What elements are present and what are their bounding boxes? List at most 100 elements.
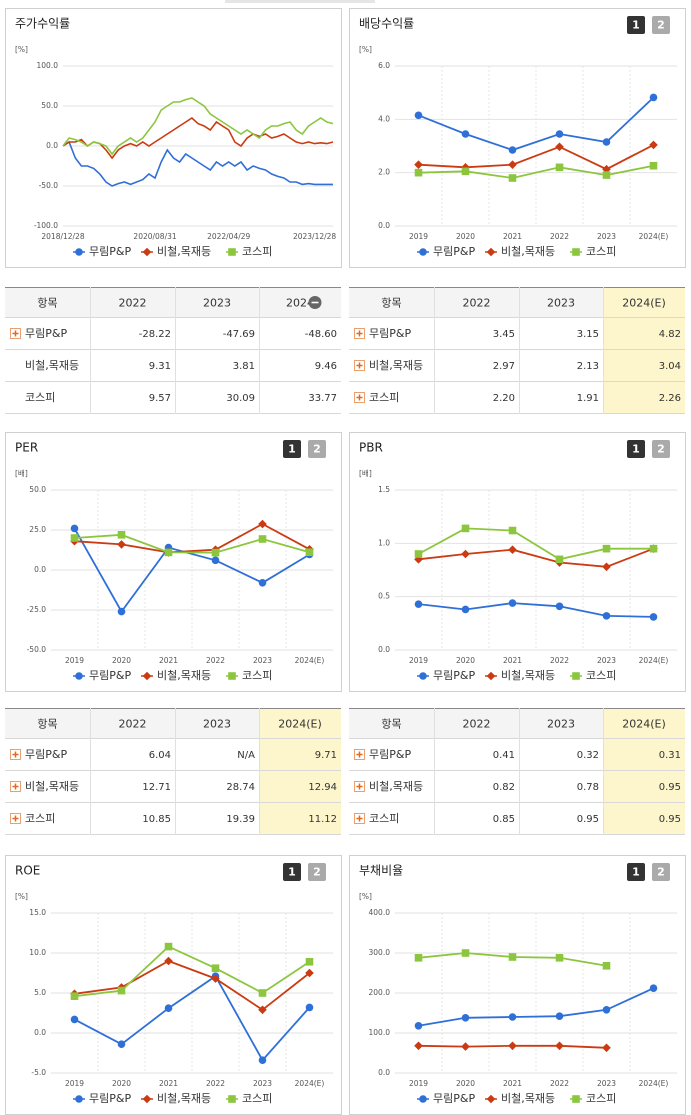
tab-button[interactable] xyxy=(627,16,645,34)
x-tick-label: 2018/12/28 xyxy=(41,232,84,241)
point xyxy=(461,949,470,957)
legend-label: 비철,목재등 xyxy=(501,669,555,682)
point xyxy=(142,1094,152,1104)
table-header: 항목 xyxy=(37,718,57,731)
point xyxy=(228,672,236,680)
point xyxy=(258,579,267,587)
y-tick-label: 10.0 xyxy=(29,948,46,957)
point xyxy=(228,248,236,256)
point xyxy=(508,526,517,535)
tab-button[interactable] xyxy=(652,16,670,34)
point xyxy=(414,600,423,608)
table-header: 2023 xyxy=(547,718,575,731)
expand-icon-plus xyxy=(356,330,363,337)
tab-button-label[interactable]: 2 xyxy=(657,866,665,879)
y-tick-label: 50.0 xyxy=(29,485,46,494)
tab-button[interactable] xyxy=(308,440,326,458)
tab-button[interactable] xyxy=(308,863,326,881)
panel xyxy=(5,8,342,268)
x-tick-label: 2023 xyxy=(253,1079,272,1088)
point xyxy=(602,164,611,174)
point xyxy=(70,534,79,542)
unit-label: [배] xyxy=(15,469,28,478)
panel-title: PBR xyxy=(359,441,383,455)
point xyxy=(602,138,611,146)
legend-label: 코스피 xyxy=(242,245,272,258)
legend-label: 무림P&P xyxy=(433,245,475,258)
table-header: 2022 xyxy=(463,718,491,731)
table-header: 항목 xyxy=(381,718,401,731)
tab-button[interactable] xyxy=(652,440,670,458)
tab-button-label[interactable]: 2 xyxy=(313,443,321,456)
tab-button-label[interactable]: 1 xyxy=(632,866,640,879)
point xyxy=(211,974,220,983)
cell-value: 3.04 xyxy=(659,361,681,372)
point xyxy=(117,540,126,549)
tab-button-label[interactable]: 1 xyxy=(632,443,640,456)
y-tick-label: -100.0 xyxy=(34,221,58,230)
y-tick-label: 1.0 xyxy=(378,538,390,547)
series-line xyxy=(74,945,310,998)
expand-icon-plus xyxy=(356,815,363,822)
panel xyxy=(349,432,686,692)
unit-label: [%] xyxy=(359,892,372,901)
point xyxy=(461,1042,470,1051)
highlight-column xyxy=(603,287,685,414)
table-header: 2023 xyxy=(203,718,231,731)
x-tick-label: 2019 xyxy=(409,656,428,665)
x-tick-label: 2020 xyxy=(456,1079,475,1088)
tab-button-label[interactable]: 1 xyxy=(288,866,296,879)
x-tick-label: 2023 xyxy=(253,656,272,665)
series-line xyxy=(62,116,334,160)
tab-button[interactable] xyxy=(283,863,301,881)
row-name: 코스피 xyxy=(369,391,399,404)
series-line xyxy=(418,602,654,618)
cell-value: 28.74 xyxy=(226,782,255,793)
cell-value: 33.77 xyxy=(308,393,337,404)
x-tick-label: 2024(E) xyxy=(639,232,669,241)
cell-value: 11.12 xyxy=(308,814,337,825)
cell-value: 0.41 xyxy=(493,750,515,761)
cell-value: 6.04 xyxy=(149,750,171,761)
x-tick-label: 2021 xyxy=(159,1079,178,1088)
y-tick-label: 1.5 xyxy=(378,485,390,494)
panel xyxy=(349,8,686,268)
panel-title: 부채비율 xyxy=(359,864,403,878)
tab-button-label[interactable]: 2 xyxy=(313,866,321,879)
point xyxy=(164,956,173,966)
y-tick-label: 100.0 xyxy=(369,1028,391,1037)
cell-value: 0.95 xyxy=(659,814,681,825)
x-tick-label: 2022 xyxy=(550,1079,569,1088)
point xyxy=(649,161,658,170)
table-header-bg xyxy=(5,287,341,318)
point xyxy=(211,964,220,972)
tab-button-label[interactable]: 1 xyxy=(288,443,296,456)
x-tick-label: 2020 xyxy=(112,656,131,665)
point xyxy=(414,160,423,169)
point xyxy=(164,1004,173,1012)
point xyxy=(602,171,611,179)
tab-button-label[interactable]: 1 xyxy=(632,19,640,32)
point xyxy=(461,1014,470,1022)
tab-button[interactable] xyxy=(627,440,645,458)
point xyxy=(555,1041,564,1051)
tab-button[interactable] xyxy=(627,863,645,881)
tab-button[interactable] xyxy=(283,440,301,458)
tab-button[interactable] xyxy=(652,863,670,881)
y-tick-label: 25.0 xyxy=(29,525,46,534)
tab-button-label[interactable]: 2 xyxy=(657,443,665,456)
cell-value: 1.91 xyxy=(577,393,599,404)
x-tick-label: 2022 xyxy=(206,656,225,665)
point xyxy=(414,954,423,962)
point xyxy=(572,1095,580,1103)
point xyxy=(211,556,220,565)
tab-button-label[interactable]: 2 xyxy=(657,19,665,32)
expand-icon-plus xyxy=(356,751,363,758)
table-header: 2022 xyxy=(119,718,147,731)
x-tick-label: 2019 xyxy=(65,656,84,665)
point xyxy=(75,672,83,680)
y-tick-label: 400.0 xyxy=(369,908,391,917)
cell-value: 0.95 xyxy=(659,782,681,793)
legend-label: 무림P&P xyxy=(89,1092,131,1105)
cell-value: 10.85 xyxy=(142,814,171,825)
